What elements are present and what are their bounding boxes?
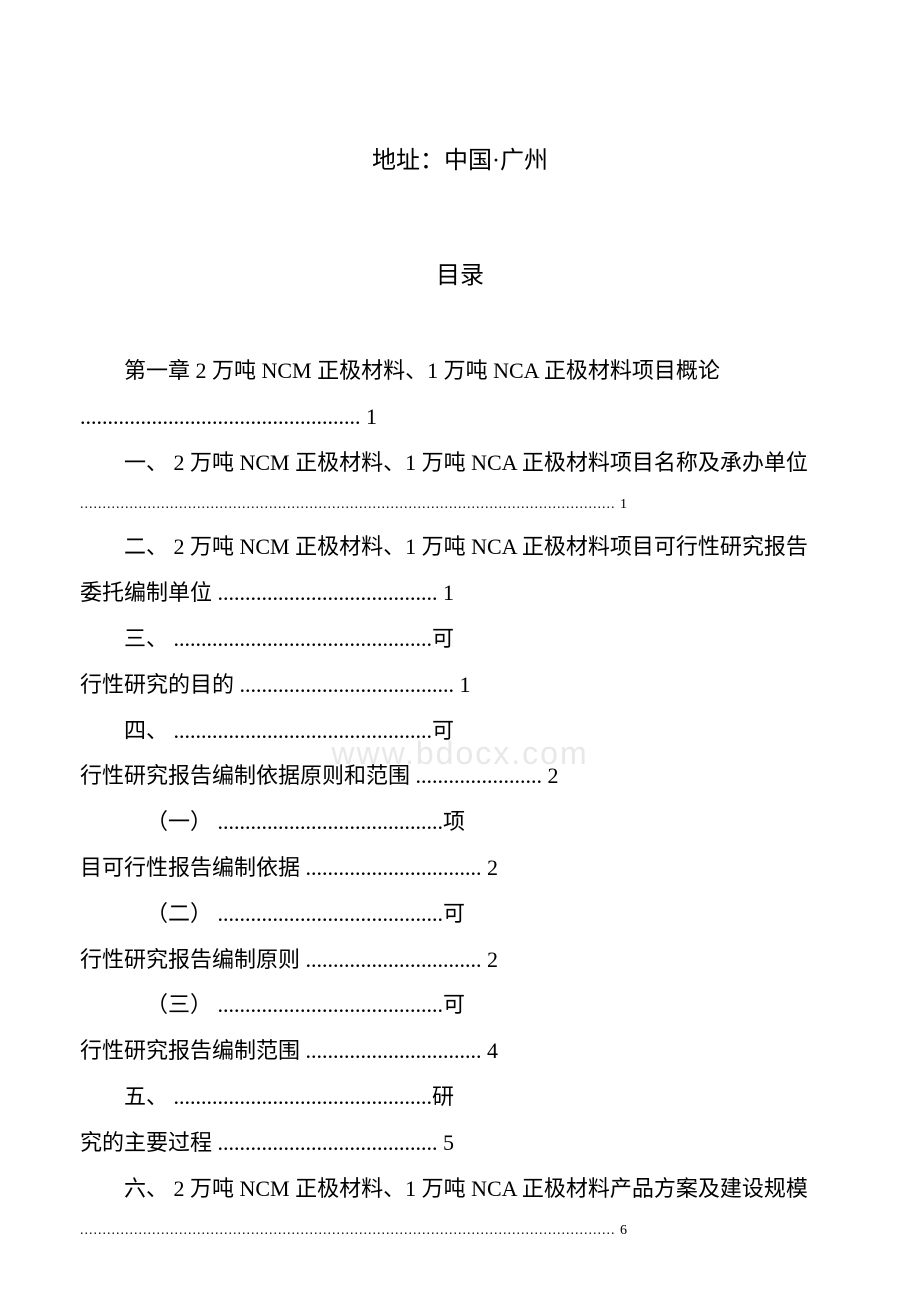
- toc-sub-3a: （三） ....................................…: [80, 984, 840, 1026]
- toc-section-6-dots: ........................................…: [80, 1213, 840, 1248]
- toc-body: 第一章 2 万吨 NCM 正极材料、1 万吨 NCA 正极材料项目概论 ....…: [80, 350, 840, 1248]
- toc-sub-2b: 行性研究报告编制原则 .............................…: [80, 939, 840, 981]
- toc-sub-1b: 目可行性报告编制依据 .............................…: [80, 847, 840, 889]
- toc-section-1: 一、 2 万吨 NCM 正极材料、1 万吨 NCA 正极材料项目名称及承办单位: [80, 442, 840, 484]
- toc-section-2: 二、 2 万吨 NCM 正极材料、1 万吨 NCA 正极材料项目可行性研究报告: [80, 526, 840, 568]
- toc-chapter-1: 第一章 2 万吨 NCM 正极材料、1 万吨 NCA 正极材料项目概论: [80, 350, 840, 392]
- toc-heading: 目录: [80, 255, 840, 290]
- address-line: 地址：中国·广州: [80, 140, 840, 175]
- toc-sub-1a: （一） ....................................…: [80, 801, 840, 843]
- toc-section-3a: 三、 .....................................…: [80, 618, 840, 660]
- toc-section-2-sub: 委托编制单位 .................................…: [80, 572, 840, 614]
- toc-sub-3b: 行性研究报告编制范围 .............................…: [80, 1030, 840, 1072]
- toc-section-4b: 行性研究报告编制依据原则和范围 ....................... …: [80, 755, 840, 797]
- toc-chapter-1-dots: ........................................…: [80, 396, 840, 438]
- toc-section-4a: 四、 .....................................…: [80, 710, 840, 752]
- toc-section-6: 六、 2 万吨 NCM 正极材料、1 万吨 NCA 正极材料产品方案及建设规模: [80, 1168, 840, 1210]
- toc-section-5b: 究的主要过程 .................................…: [80, 1122, 840, 1164]
- toc-sub-2a: （二） ....................................…: [80, 893, 840, 935]
- toc-section-5a: 五、 .....................................…: [80, 1076, 840, 1118]
- page-container: www.bdocx.com 地址：中国·广州 目录 第一章 2 万吨 NCM 正…: [80, 140, 840, 1248]
- toc-section-1-dots: ........................................…: [80, 487, 840, 522]
- toc-section-3b: 行性研究的目的 ................................…: [80, 664, 840, 706]
